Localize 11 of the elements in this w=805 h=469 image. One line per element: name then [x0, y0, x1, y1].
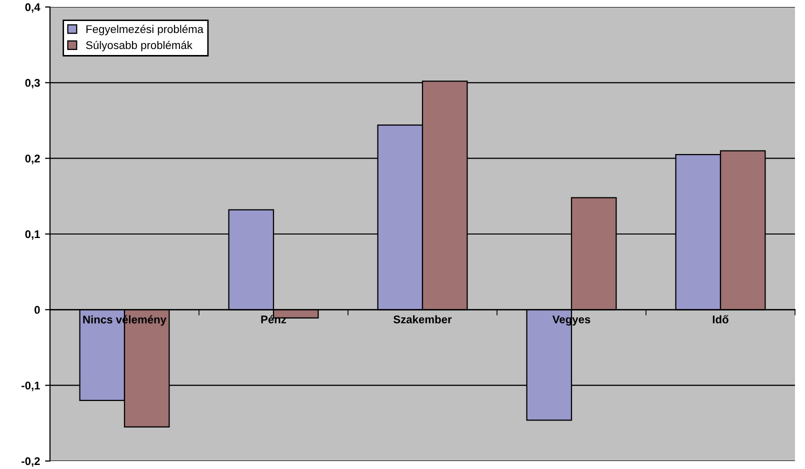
y-tick-label: 0,3 — [25, 78, 40, 88]
y-tick-label: -0,2 — [22, 457, 40, 467]
x-tick-label: Idő — [712, 315, 728, 324]
y-tick-label: 0 — [34, 306, 40, 314]
y-tick-label: 0,2 — [25, 154, 40, 164]
legend-label: Súlyosabb problémák — [86, 40, 192, 52]
legend-label: Fegyelmezési probléma — [86, 24, 204, 36]
y-tick-label: 0,4 — [25, 3, 40, 13]
x-tick-label: Szakember — [393, 315, 452, 324]
y-tick-label: -0,1 — [22, 382, 40, 392]
y-tick-label: 0,1 — [25, 230, 40, 240]
